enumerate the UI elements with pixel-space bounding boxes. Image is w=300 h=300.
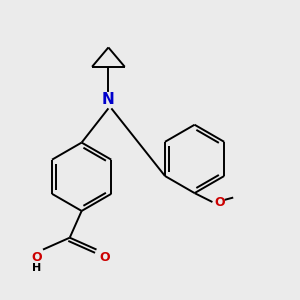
Text: N: N [102,92,115,107]
Text: O: O [31,251,41,264]
Text: H: H [32,263,41,273]
Text: O: O [214,196,224,208]
Text: O: O [99,251,110,264]
